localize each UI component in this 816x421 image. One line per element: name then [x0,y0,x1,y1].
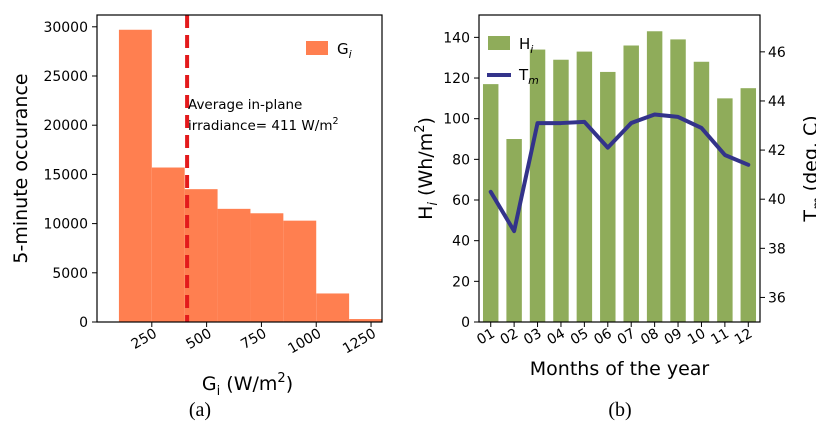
month-bar-01 [482,84,499,323]
histogram-bar-7 [316,293,350,322]
legend-label-line: Tm [518,66,539,87]
legend-label-bars: Hi [519,35,533,56]
x-tick-label: 02 [498,326,521,349]
month-bar-04 [553,59,569,322]
x-axis-ticks-a: 250 500 750 1000 1250 [129,322,379,357]
y-tick-label: 15000 [43,167,88,183]
x-tick-label: 10 [685,326,708,349]
legend-label-histogram: Gi [337,40,352,61]
temperature-line [488,112,751,234]
histogram-bar-3 [184,189,218,322]
y-tick-label: 0 [79,315,88,331]
month-bar-06 [600,71,616,322]
y-tick-label: 140 [443,30,470,46]
x-tick-label: 08 [638,326,661,349]
x-tick-label: 01 [474,326,497,349]
y2-tick-label: 46 [768,45,786,61]
y-tick-label: 25000 [43,69,88,85]
panel-caption-a: (a) [189,399,211,421]
annotation-line-2: irradiance= 411 W/m2 [188,116,339,134]
annotation-line-1: Average in-plane [188,97,302,113]
histogram-bar-2 [151,167,185,322]
y2-axis-label-b: Tm (deg. C) [800,115,816,222]
y-axis-label-b: Hi (Wh/m2) [413,117,441,220]
y-tick-label: 0 [461,315,470,331]
y-tick-label: 20 [452,274,470,290]
x-tick-label: 07 [615,326,638,349]
plot-frame-a [96,14,383,323]
y2-tick-label: 40 [768,192,786,208]
x-tick-label: 1000 [285,326,324,358]
y-tick-label: 10000 [43,217,88,233]
temperature-series-line [488,112,751,234]
month-bar-09 [670,39,686,323]
y-tick-label: 60 [452,193,470,209]
histogram-bars [118,29,382,323]
plot-frame-b [478,14,761,323]
y-axis-ticks-a: 0 5000 10000 15000 20000 25000 30000 [43,20,97,331]
month-bar-07 [623,45,639,322]
y-tick-label: 80 [452,152,470,168]
histogram-bar-4 [217,208,251,322]
x-axis-label-b: Months of the year [530,358,710,380]
x-tick-label: 03 [521,326,544,349]
histogram-bar-5 [250,213,284,322]
y-tick-label: 40 [452,234,470,250]
legend-b: Hi Tm [487,35,539,87]
y-tick-label: 100 [443,112,470,128]
x-tick-label: 500 [183,326,214,353]
y2-tick-label: 44 [768,94,786,110]
x-tick-label: 11 [708,326,731,349]
y-tick-label: 30000 [43,20,88,36]
month-bar-11 [717,98,733,323]
x-tick-label: 09 [662,326,685,349]
y2-tick-label: 36 [768,290,786,306]
y-tick-label: 20000 [43,118,88,134]
x-tick-label: 250 [129,326,160,353]
legend-swatch-bars [488,36,510,50]
legend-swatch-histogram [306,41,328,55]
histogram-bar-1 [118,29,152,323]
y-tick-label: 5000 [52,266,88,282]
month-bar-05 [576,51,593,322]
x-tick-label: 1250 [340,326,379,358]
x-tick-label: 06 [591,326,615,349]
x-tick-label: 05 [568,326,591,349]
panel-caption-b: (b) [608,399,631,421]
x-axis-label-a: Gi (W/m2) [202,371,293,399]
histogram-chart: 0 5000 10000 15000 20000 25000 30000 250 500 750… [10,14,383,421]
month-bar-03 [529,49,546,322]
month-bar-08 [646,31,663,323]
monthly-bars [482,31,757,323]
x-tick-label: 12 [732,326,755,349]
x-axis-ticks-b: 01 02 03 04 05 06 07 08 09 10 11 12 [474,322,755,348]
y-tick-label: 120 [443,71,470,87]
y2-axis-ticks-b: 36 38 40 42 44 46 [760,45,786,306]
y-axis-ticks-b: 0 20 40 60 80 100 120 140 [443,30,479,331]
y-axis-label-a: 5-minute occurance [10,73,32,263]
histogram-bar-6 [283,220,317,322]
legend-a: Gi [306,40,352,61]
x-tick-label: 750 [238,326,269,353]
y2-tick-label: 42 [768,143,786,159]
x-tick-label: 04 [545,326,569,349]
month-bar-12 [740,88,757,323]
month-bar-10 [693,61,710,322]
y2-tick-label: 38 [768,241,786,257]
histogram-bar-8 [349,319,382,322]
